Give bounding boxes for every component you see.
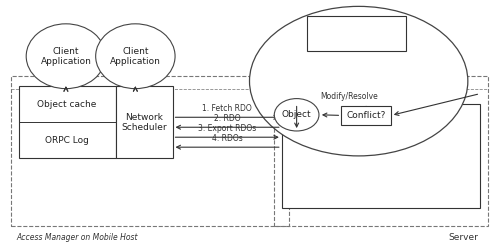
Bar: [341, 106, 391, 125]
Bar: [19, 86, 116, 159]
Text: Conflict?: Conflict?: [346, 111, 386, 120]
Text: Object cache: Object cache: [37, 100, 97, 109]
Text: Client
Application: Client Application: [40, 47, 91, 66]
Ellipse shape: [274, 99, 319, 131]
Ellipse shape: [250, 6, 468, 156]
Bar: [306, 16, 406, 51]
Text: 3. Export RDOs: 3. Export RDOs: [198, 124, 256, 133]
Bar: [282, 104, 480, 208]
Text: 2. RDO: 2. RDO: [214, 114, 241, 123]
Bar: [116, 86, 173, 159]
Text: 1. Fetch RDO: 1. Fetch RDO: [202, 104, 252, 113]
Text: Network
Scheduler: Network Scheduler: [121, 113, 167, 132]
Bar: [274, 76, 488, 226]
Bar: [11, 76, 289, 226]
Ellipse shape: [26, 24, 106, 89]
Text: Modify/Resolve: Modify/Resolve: [320, 92, 378, 101]
Text: Server: Server: [448, 233, 478, 242]
Ellipse shape: [96, 24, 175, 89]
Text: Client
Application: Client Application: [110, 47, 161, 66]
Text: Object: Object: [282, 110, 311, 119]
Text: ORPC Log: ORPC Log: [45, 136, 89, 145]
Text: Access Manager on Mobile Host: Access Manager on Mobile Host: [16, 233, 138, 242]
Text: 4. RDOs: 4. RDOs: [212, 134, 243, 143]
Text: Server
Application: Server Application: [331, 24, 382, 44]
